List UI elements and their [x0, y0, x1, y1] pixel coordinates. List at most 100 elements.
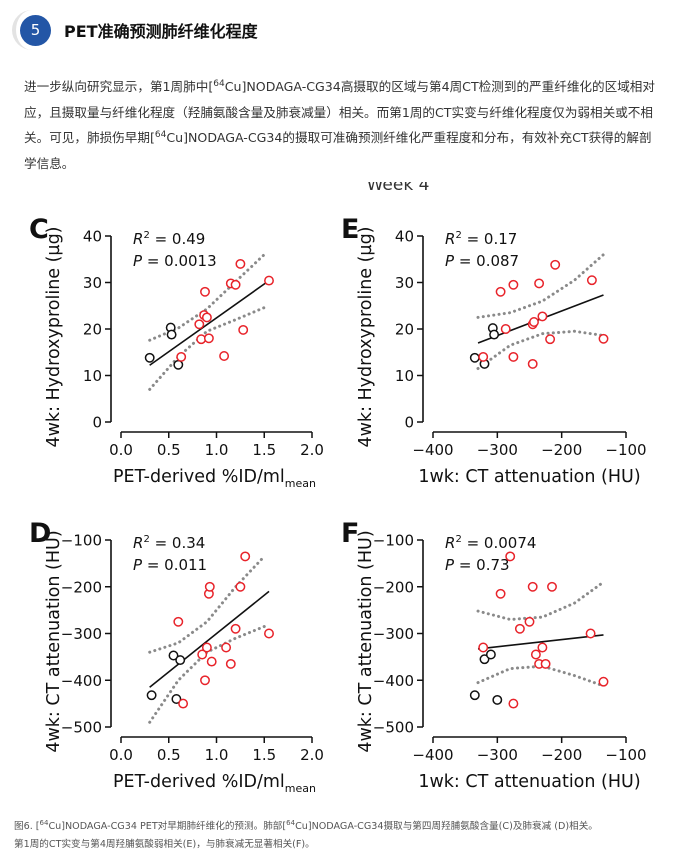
data-point-red: [219, 351, 230, 361]
x-axis-label-main: PET-derived %ID/ml: [113, 772, 285, 792]
data-point-red: [545, 334, 556, 345]
x-tick-label: 2.0: [300, 746, 324, 764]
r-squared-exponent: 2: [455, 230, 461, 241]
x-tick-label: −300: [477, 746, 518, 764]
data-point-black: [492, 694, 503, 705]
x-axis-label-main: PET-derived %ID/ml: [113, 467, 285, 487]
x-axis-label: 1wk: CT attenuation (HU): [418, 467, 640, 487]
regression-line: [477, 634, 604, 650]
data-point-red: [495, 286, 506, 297]
data-point-red: [235, 258, 246, 269]
data-point-red: [598, 676, 609, 687]
data-point-red: [173, 616, 184, 627]
caption-sup-2: 64: [286, 818, 296, 827]
week-label-cropped: Week 4: [367, 182, 430, 195]
data-point-red: [547, 581, 557, 592]
p-value-value: = 0.087: [454, 252, 519, 270]
x-axis-label: 1wk: CT attenuation (HU): [418, 772, 640, 792]
data-point-red: [508, 698, 519, 709]
x-tick-label: −100: [605, 746, 646, 764]
r-squared-annotation: R2 = 0.0074: [445, 534, 536, 552]
data-point-black: [469, 352, 480, 363]
intro-paragraph: 进一步纵向研究显示，第1周肺中[64Cu]NODAGA-CG34高摄取的区域与第…: [24, 74, 660, 176]
data-point-red: [194, 319, 205, 330]
y-tick-label: −100: [373, 532, 414, 550]
confidence-band-upper: [148, 554, 266, 654]
data-point-black: [479, 654, 490, 665]
caption-text-1c: Cu]NODAGA-CG34摄取与第四周羟脯氨酸含量(C)及肺衰减 (D)相关。: [295, 821, 598, 832]
data-point-red: [264, 275, 274, 286]
data-point-black: [489, 329, 500, 340]
data-point-red: [527, 581, 538, 592]
x-tick-label: 0.5: [157, 746, 181, 764]
data-point-red: [178, 698, 189, 709]
r-squared-annotation: R2 = 0.17: [445, 230, 517, 248]
x-tick-label: 1.0: [205, 746, 229, 764]
y-tick-label: 10: [395, 367, 414, 385]
x-axis-label: PET-derived %ID/mlmean: [113, 772, 316, 795]
data-point-red: [508, 351, 519, 362]
r-squared-exponent: 2: [143, 230, 149, 241]
data-point-red: [203, 333, 214, 344]
panel-letter-c: C: [29, 214, 49, 245]
y-tick-label: −100: [61, 532, 102, 550]
data-point-red: [598, 333, 609, 344]
y-tick-label: −300: [373, 625, 414, 643]
y-tick-label: 40: [83, 228, 102, 246]
data-point-red: [540, 658, 551, 669]
y-tick-label: 30: [83, 274, 102, 292]
x-tick-label: 1.5: [252, 441, 276, 459]
data-point-black: [166, 329, 177, 340]
data-point-red: [176, 351, 187, 362]
data-point-red: [530, 649, 541, 660]
data-point-red: [240, 551, 251, 562]
data-point-red: [514, 623, 525, 634]
p-value-symbol: P: [445, 556, 455, 574]
section-number-badge: 5: [20, 15, 51, 46]
panel-e: E 0 10 20 30 40 −400 −300 −200 −100 4wk: Hydroxypr…: [341, 214, 647, 487]
data-point-red: [201, 312, 212, 323]
data-point-red: [537, 311, 548, 322]
data-point-red: [495, 588, 506, 599]
data-point-red: [534, 278, 545, 289]
y-axis-label: 4wk: Hydroxyproline (µg): [356, 226, 376, 447]
x-tick-label: 2.0: [300, 441, 324, 459]
r-squared-symbol: R: [133, 534, 143, 552]
y-axis-label: 4wk: Hydroxyproline (µg): [44, 226, 64, 447]
x-tick-label: 1.0: [205, 441, 229, 459]
data-point-red: [478, 642, 489, 653]
data-point-black: [469, 690, 480, 701]
regression-line: [149, 590, 270, 688]
data-point-black: [144, 352, 155, 363]
regression-line: [149, 279, 270, 366]
p-value-symbol: P: [445, 252, 455, 270]
x-axis-label-subscript: mean: [285, 782, 316, 795]
data-point-red: [204, 581, 215, 592]
y-axis-label: 4wk: CT attenuation (HU): [356, 530, 376, 752]
x-tick-label: 0.5: [157, 441, 181, 459]
x-tick-label: −200: [541, 746, 582, 764]
p-value-annotation: P = 0.0013: [133, 252, 217, 270]
y-tick-label: 40: [395, 228, 414, 246]
data-point-red: [586, 275, 597, 286]
x-axis-label: PET-derived %ID/mlmean: [113, 467, 316, 490]
confidence-band-lower: [476, 329, 605, 370]
data-point-red: [537, 642, 548, 653]
data-point-red: [221, 642, 232, 653]
x-tick-label: 0.0: [109, 441, 133, 459]
p-value-annotation: P = 0.087: [445, 252, 519, 270]
p-value-value: = 0.011: [142, 556, 207, 574]
header-bracket-decoration: [12, 10, 42, 50]
data-point-red: [478, 351, 489, 362]
y-tick-label: 20: [83, 321, 102, 339]
confidence-band-upper: [476, 253, 605, 319]
x-tick-label: 1.5: [252, 746, 276, 764]
r-squared-symbol: R: [445, 230, 455, 248]
data-point-black: [173, 359, 184, 370]
r-squared-symbol: R: [445, 534, 455, 552]
p-value-annotation: P = 0.73: [445, 556, 510, 574]
r-squared-exponent: 2: [455, 534, 461, 545]
section-header: 5 PET准确预测肺纤维化程度: [12, 8, 662, 52]
intro-text-2: Cu]NODAGA-CG34高摄取的区域与第4周CT检测到的严重纤维化的区域相对…: [24, 79, 655, 145]
